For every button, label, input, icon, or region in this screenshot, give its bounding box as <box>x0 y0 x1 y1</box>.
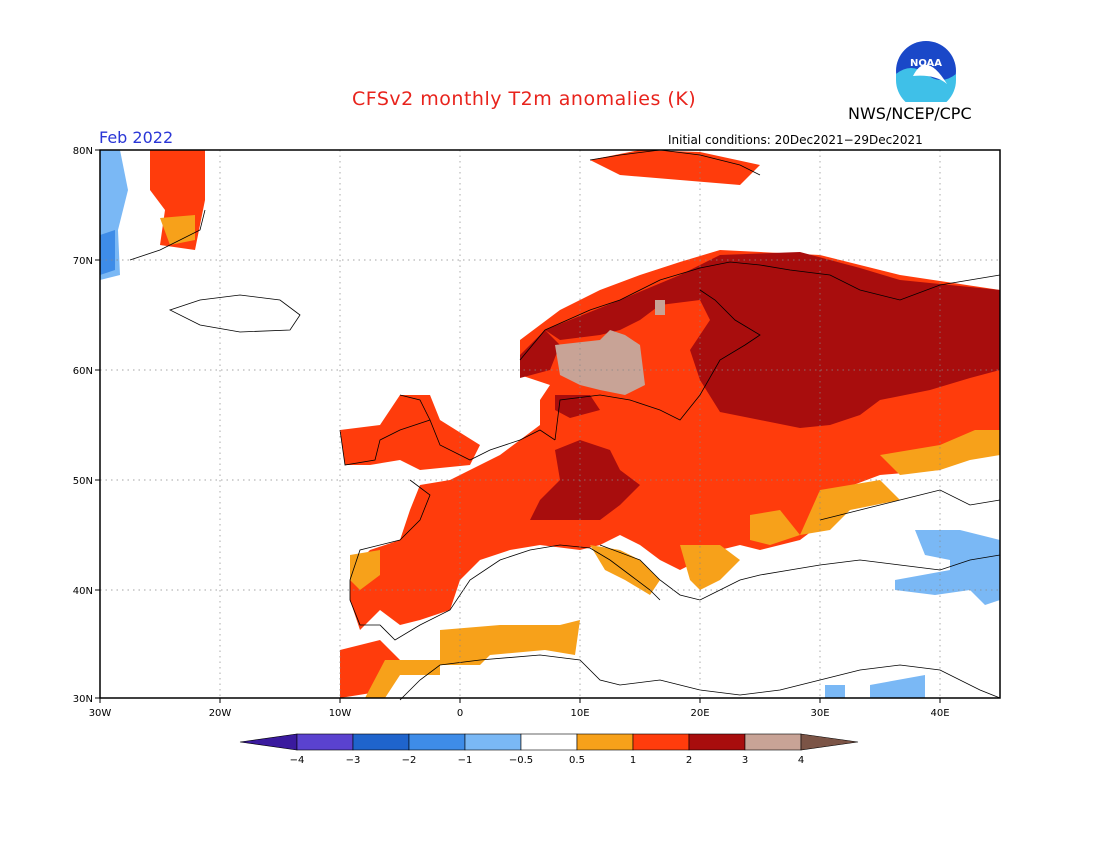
colorbar <box>239 733 859 751</box>
colorbar-tick: 0.5 <box>569 755 585 766</box>
colorbar-segment <box>688 733 746 751</box>
colorbar-tick: 4 <box>798 755 804 766</box>
agency-label: NWS/NCEP/CPC <box>848 104 972 123</box>
colorbar-tick: 2 <box>686 755 692 766</box>
lon-label-20e: 20E <box>690 708 709 719</box>
colorbar-segment <box>464 733 522 751</box>
colorbar-tick: −0.5 <box>509 755 533 766</box>
lon-label-20w: 20W <box>209 708 232 719</box>
colorbar-tick: −2 <box>402 755 417 766</box>
axis-ticks <box>95 149 941 703</box>
lat-label-50n: 50N <box>73 476 93 487</box>
colorbar-tick: −4 <box>290 755 305 766</box>
lon-label-30e: 30E <box>810 708 829 719</box>
initial-conditions-label: Initial conditions: 20Dec2021−29Dec2021 <box>668 133 923 147</box>
anomaly-field <box>100 150 1000 698</box>
lon-label-10e: 10E <box>570 708 589 719</box>
map-frame <box>99 149 1001 699</box>
colorbar-segment <box>632 733 690 751</box>
colorbar-tick: −3 <box>346 755 361 766</box>
graticule <box>100 150 1000 698</box>
colorbar-segment <box>520 733 578 751</box>
colorbar-segment <box>408 733 466 751</box>
colorbar-segment <box>239 733 298 751</box>
colorbar-segment <box>296 733 354 751</box>
colorbar-tick: 1 <box>630 755 636 766</box>
valid-month-label: Feb 2022 <box>99 128 174 147</box>
colorbar-tick: 3 <box>742 755 748 766</box>
lat-label-60n: 60N <box>73 366 93 377</box>
lat-label-40n: 40N <box>73 586 93 597</box>
lat-label-30n: 30N <box>73 694 93 705</box>
logo-text: NOAA <box>910 58 942 69</box>
lon-label-0: 0 <box>457 708 463 719</box>
colorbar-segment <box>800 733 859 751</box>
lon-label-30w: 30W <box>89 708 112 719</box>
lon-label-40e: 40E <box>930 708 949 719</box>
lon-label-10w: 10W <box>329 708 352 719</box>
colorbar-segment <box>352 733 410 751</box>
colorbar-segment <box>744 733 802 751</box>
chart-title: CFSv2 monthly T2m anomalies (K) <box>352 88 697 110</box>
lat-label-80n: 80N <box>73 146 93 157</box>
lat-label-70n: 70N <box>73 256 93 267</box>
colorbar-segment <box>576 733 634 751</box>
colorbar-tick: −1 <box>458 755 473 766</box>
noaa-logo-icon: NOAA <box>896 41 956 102</box>
colorbar-labels: −4 −3 −2 −1 −0.5 0.5 1 2 3 4 <box>290 755 805 766</box>
coastlines <box>129 149 1001 701</box>
